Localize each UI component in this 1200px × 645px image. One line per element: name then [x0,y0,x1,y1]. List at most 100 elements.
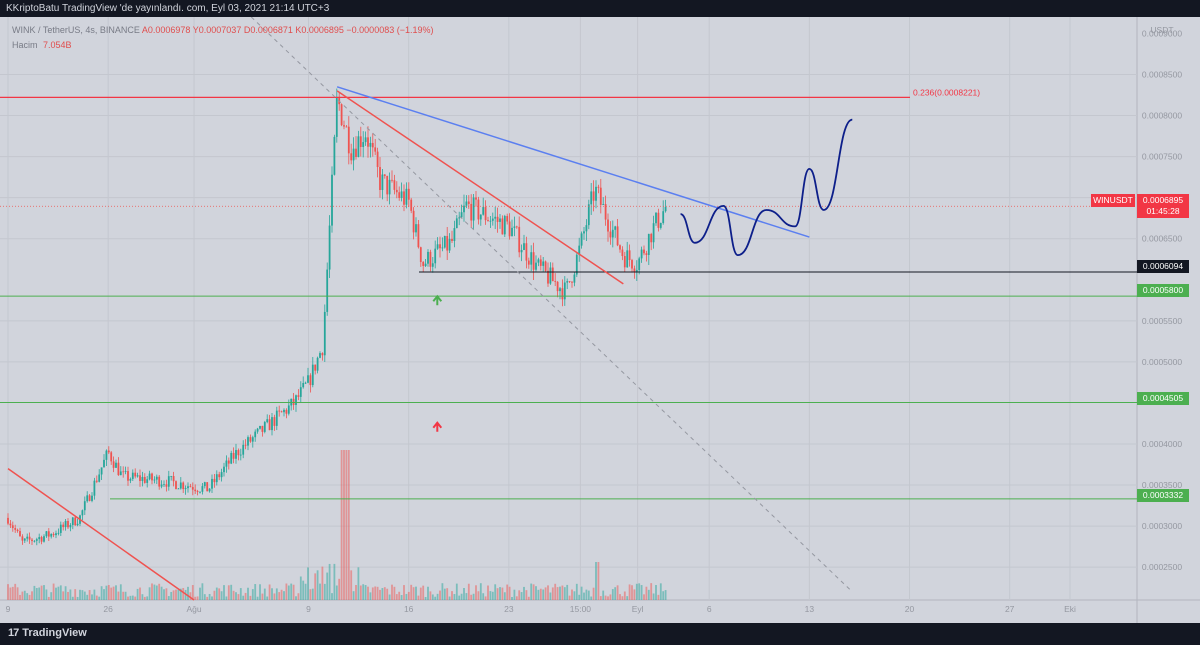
candle-body [55,533,57,536]
volume-bar [491,591,494,600]
candle-body [268,419,271,431]
candle-body [93,480,96,496]
volume-bar [283,591,285,600]
candle-body [323,311,326,356]
candle-body [151,473,153,481]
candle-body [525,243,528,261]
volume-bar [415,586,417,600]
candle-body [623,256,626,268]
candle-body [107,450,110,453]
volume-bar [393,586,396,600]
volume-bar [136,588,139,600]
candle-body [523,243,525,250]
candle-body [357,136,360,157]
candle-body [547,270,549,284]
candle-body [127,471,129,481]
volume-bar [355,585,357,600]
volume-bar [539,588,542,600]
candle-body [177,488,180,490]
volume-bar [554,583,557,600]
volume-bar [501,587,504,600]
candle-body [427,251,429,264]
volume-bar [587,590,590,600]
volume-bar [599,596,602,600]
candle-body [643,249,645,254]
candle-body [395,189,398,193]
candle-body [499,218,501,222]
candle-body [74,517,77,526]
volume-bar [530,583,533,600]
candle-body [199,491,201,493]
chart-legend: WINK / TetherUS, 4s, BINANCE A0.0006978 … [12,23,433,53]
candle-body [439,244,441,249]
price-tick-4: 0.0006500 [1142,234,1182,244]
candle-body [424,263,427,267]
volume-bar [631,585,633,600]
volume-bar [602,590,605,600]
volume-bar [235,592,237,600]
candle-body [386,175,389,195]
candle-body [247,437,249,446]
candle-body [511,227,513,237]
volume-bar [535,586,537,600]
candle-body [14,528,17,530]
tradingview-logo[interactable]: 17 TradingView [8,627,87,639]
candle-body [38,537,41,540]
volume-bar [412,587,415,600]
volume-bar [62,591,65,600]
volume-bar [508,586,511,600]
volume-bar [563,587,566,600]
volume-bar [31,591,33,600]
legend-symbol: WINK / TetherUS, 4s, BINANCE [12,25,140,35]
volume-bar [81,590,84,600]
volume-bar [45,589,48,600]
time-tick-3: 9 [306,604,311,614]
footer-bar: 17 TradingView [0,623,1200,645]
volume-bar [263,588,266,600]
candle-body [489,220,492,222]
candle-body [163,484,165,486]
candle-body [302,383,305,388]
volume-bar [189,592,192,600]
volume-bar [297,593,300,600]
candle-body [203,482,206,487]
price-axis-currency: USDT [1150,25,1173,35]
volume-bar [215,587,218,600]
candle-body [611,229,614,238]
candle-body [595,186,597,201]
volume-bar [395,594,398,600]
candle-body [122,471,125,473]
volume-bar [470,594,473,600]
candle-body [131,472,134,479]
volume-bar [609,594,612,600]
candle-body [19,531,21,537]
candle-body [580,233,583,246]
volume-bar [659,583,662,600]
volume-bar [597,562,600,600]
volume-bar [199,587,201,600]
volume-bar [532,584,535,600]
marker-arrow-up-0 [432,294,443,306]
volume-bar [379,589,381,600]
price-chart[interactable]: 0.00085000.00080000.00075000.00070000.00… [0,17,1200,623]
volume-bar [119,584,122,600]
volume-bar [362,584,365,600]
candle-body [551,267,554,282]
volume-bar [475,585,477,600]
volume-bar [515,596,518,600]
volume-bar [448,596,451,600]
candle-body [561,288,564,300]
candle-body [21,536,24,541]
volume-bar [187,586,189,600]
chart-area[interactable]: 0.00085000.00080000.00075000.00070000.00… [0,17,1200,623]
candle-body [115,462,117,468]
candle-body [266,419,269,423]
volume-bar [206,596,209,600]
candle-body [117,462,120,476]
price-tick-top: 0.0009000 [1142,28,1182,38]
candle-body [585,225,588,232]
volume-bar [129,595,132,600]
candle-body [647,233,650,255]
candle-body [88,495,91,501]
volume-bar [364,585,367,600]
